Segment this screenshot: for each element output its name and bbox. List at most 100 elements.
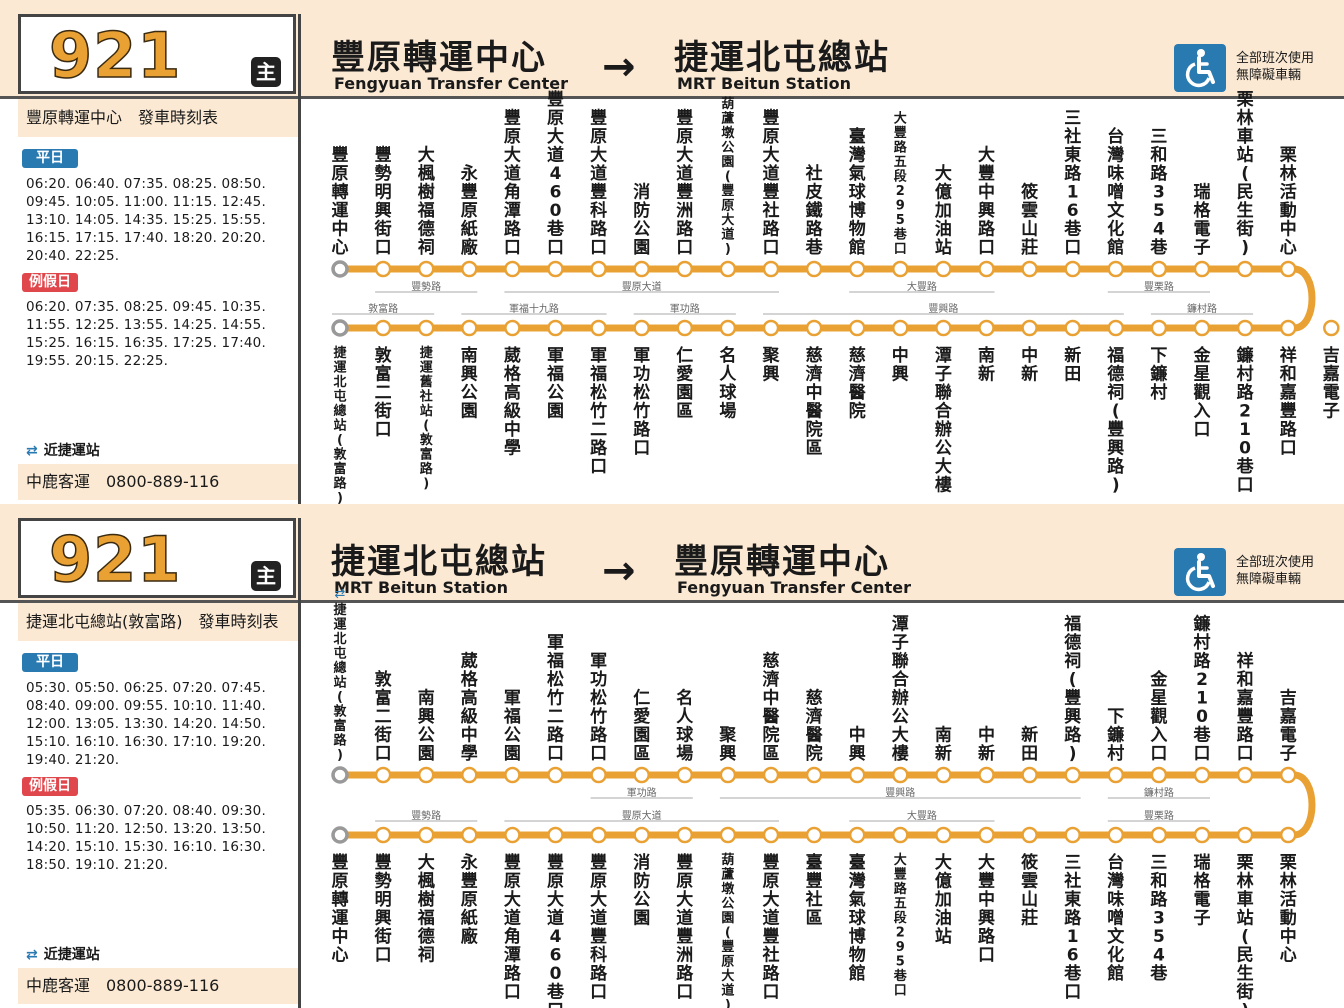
stop-name: 新田 <box>1021 725 1038 765</box>
svg-text:豐: 豐 <box>461 182 478 203</box>
svg-text:豐: 豐 <box>504 108 521 129</box>
svg-text:松: 松 <box>547 669 564 690</box>
svg-text:街: 街 <box>374 926 392 947</box>
svg-text:路: 路 <box>333 733 347 749</box>
svg-text:廠: 廠 <box>461 237 479 258</box>
svg-text:栗: 栗 <box>1280 146 1297 166</box>
svg-text:五: 五 <box>894 897 907 912</box>
svg-text:大: 大 <box>418 145 435 166</box>
svg-text:興: 興 <box>849 743 866 764</box>
svg-text:軍: 軍 <box>590 346 607 366</box>
svg-text:德: 德 <box>1107 364 1124 385</box>
svg-text:電: 電 <box>1194 220 1211 240</box>
stop-marker <box>547 319 564 337</box>
svg-text:福: 福 <box>589 364 607 385</box>
destination-title-en: Fengyuan Transfer Center <box>677 578 911 597</box>
svg-text:原: 原 <box>547 109 564 129</box>
svg-text:段: 段 <box>894 169 907 185</box>
weekday-times: 05:30. 05:50. 06:25. 07:20. 07:45. 08:40… <box>26 679 296 769</box>
stop-marker <box>547 766 564 784</box>
svg-text:德: 德 <box>418 219 435 240</box>
stop-marker <box>461 766 478 784</box>
svg-text:中: 中 <box>978 725 995 746</box>
svg-text:慈: 慈 <box>806 345 823 366</box>
svg-text:園: 園 <box>461 402 478 422</box>
svg-text:段: 段 <box>894 910 907 926</box>
svg-text:灣: 灣 <box>1107 145 1124 166</box>
svg-text:9: 9 <box>896 940 905 955</box>
svg-text:口: 口 <box>375 238 392 258</box>
stop-marker <box>504 319 521 337</box>
svg-text:皮: 皮 <box>806 182 823 203</box>
stop-marker <box>762 319 780 337</box>
stop-marker <box>547 826 564 844</box>
svg-text:館: 館 <box>848 237 866 258</box>
svg-text:6: 6 <box>1067 201 1079 221</box>
svg-text:興: 興 <box>763 364 780 385</box>
stop-marker <box>417 766 435 784</box>
svg-text:館: 館 <box>1106 963 1124 984</box>
stop-name: 南新 <box>935 725 952 765</box>
svg-text:巷: 巷 <box>893 968 908 984</box>
svg-text:紙: 紙 <box>461 219 478 240</box>
svg-text:豐: 豐 <box>721 183 734 199</box>
stop-marker <box>676 319 694 337</box>
svg-text:醫: 醫 <box>806 726 823 746</box>
svg-text:大: 大 <box>721 968 734 984</box>
svg-text:大: 大 <box>892 725 909 746</box>
svg-text:子: 子 <box>1194 909 1211 929</box>
svg-text:): ) <box>725 998 731 1008</box>
svg-text:筱: 筱 <box>1021 852 1038 873</box>
svg-text:活: 活 <box>1280 889 1297 910</box>
svg-text:原: 原 <box>332 164 349 184</box>
stop-marker <box>762 826 780 844</box>
svg-text:山: 山 <box>1021 890 1038 910</box>
svg-text:運: 運 <box>333 618 346 633</box>
svg-text:): ) <box>423 477 429 492</box>
svg-text:區: 區 <box>806 909 823 929</box>
route-map-panel <box>301 99 1344 504</box>
time-row: 12:00. 13:05. 13:30. 14:20. 14:50. <box>26 716 266 732</box>
svg-text:二: 二 <box>590 420 607 440</box>
svg-text:4: 4 <box>1153 220 1165 240</box>
vertical-divider <box>298 14 301 504</box>
svg-text:口: 口 <box>375 946 392 966</box>
stop-marker <box>374 826 392 844</box>
svg-text:口: 口 <box>590 744 607 764</box>
svg-text:子: 子 <box>892 633 909 653</box>
svg-text:原: 原 <box>763 127 780 147</box>
svg-text:(: ( <box>725 926 731 941</box>
svg-text:場: 場 <box>676 744 693 764</box>
svg-text:級: 級 <box>461 706 478 727</box>
svg-text:嘉: 嘉 <box>1279 706 1297 727</box>
stop-marker <box>1236 766 1254 784</box>
svg-text:南: 南 <box>935 725 952 746</box>
svg-text:山: 山 <box>1021 220 1038 240</box>
svg-text:口: 口 <box>676 983 693 1003</box>
svg-text:站: 站 <box>935 926 952 947</box>
svg-text:格: 格 <box>504 364 522 385</box>
stop-marker <box>590 766 607 784</box>
svg-text:葳: 葳 <box>461 652 478 672</box>
accessibility-line2: 無障礙車輛 <box>1236 572 1302 587</box>
svg-text:筱: 筱 <box>1021 182 1038 203</box>
stop-name: 捷運北屯總站(敦富路) <box>333 602 347 763</box>
svg-text:辦: 辦 <box>935 419 952 440</box>
svg-text:噌: 噌 <box>1107 182 1124 203</box>
svg-text:巷: 巷 <box>1063 219 1082 240</box>
stop-marker <box>1236 826 1254 844</box>
svg-text:新: 新 <box>935 743 952 764</box>
svg-text:新: 新 <box>978 364 995 385</box>
time-row: 08:40. 09:00. 09:55. 10:10. 11:40. <box>26 698 266 714</box>
